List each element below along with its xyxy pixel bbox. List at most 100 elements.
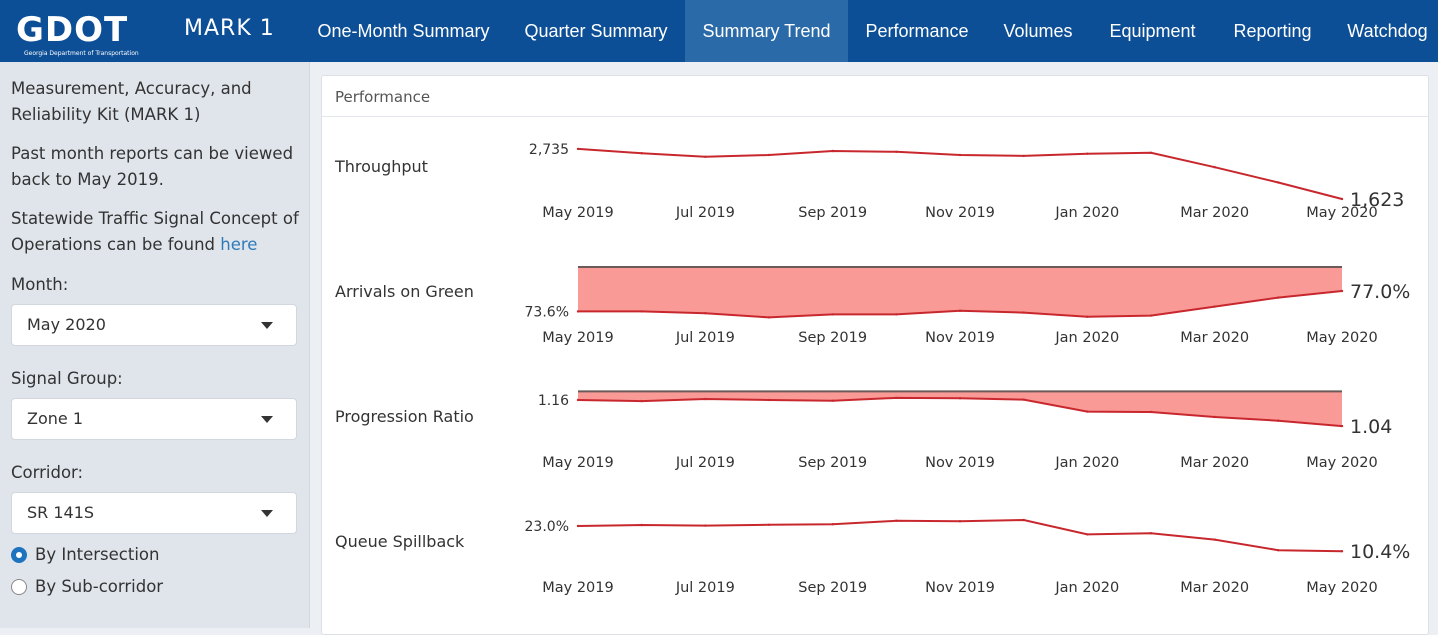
sidebar-past-reports: Past month reports can be viewed back to… (11, 144, 294, 189)
queue-spillback-x-tick: Sep 2019 (798, 580, 867, 596)
queue-spillback-point-7 (958, 520, 962, 523)
gdot-logo[interactable]: GDOT Georgia Department of Transportatio… (16, 10, 146, 58)
queue-spillback-x-tick: Jul 2019 (675, 580, 735, 596)
throughput-point-9 (1086, 152, 1089, 155)
queue-spillback-point-3 (704, 524, 707, 527)
metric-queue-spillback-label: Queue Spillback (335, 532, 465, 551)
progression-ratio-point-8 (1022, 398, 1025, 401)
radio-label: By Sub-corridor (35, 577, 164, 596)
month-select[interactable]: May 2020 (11, 304, 297, 346)
progression-ratio-point-3 (704, 397, 707, 401)
progression-ratio-last-value: 1.04 (1350, 416, 1392, 438)
throughput-point-13 (1340, 197, 1344, 201)
sidebar-intro: Measurement, Accuracy, and Reliability K… (11, 79, 252, 124)
corridor-select[interactable]: SR 141S (11, 492, 297, 534)
app-brand[interactable]: MARK 1 (184, 16, 275, 41)
queue-spillback-point-13 (1340, 550, 1344, 553)
nav-equipment[interactable]: Equipment (1109, 21, 1196, 41)
metric-throughput-label: Throughput (335, 157, 428, 176)
arrivals-on-green-x-tick: Mar 2020 (1180, 330, 1249, 346)
nav-one-month-summary[interactable]: One-Month Summary (317, 21, 490, 41)
month-select-value: May 2020 (27, 315, 106, 334)
progression-ratio-point-11 (1213, 415, 1216, 419)
month-label: Month: (11, 275, 69, 294)
sidebar-concept-note: Statewide Traffic Signal Concept of Oper… (11, 206, 301, 258)
throughput-point-3 (704, 155, 707, 158)
radio-button[interactable] (11, 579, 27, 595)
queue-spillback-x-tick: Mar 2020 (1180, 580, 1249, 596)
queue-spillback-point-8 (1022, 518, 1025, 522)
arrivals-on-green-x-tick: Nov 2019 (925, 330, 995, 346)
arrivals-on-green-point-13 (1340, 289, 1344, 293)
panel-header: Performance (322, 76, 1428, 117)
throughput-first-value: 2,735 (529, 142, 569, 158)
progression-ratio-x-tick: May 2020 (1306, 455, 1378, 471)
throughput-point-11 (1213, 166, 1216, 169)
chevron-down-icon (261, 322, 273, 329)
nav-watchdog[interactable]: Watchdog (1347, 21, 1428, 41)
queue-spillback-point-10 (1149, 532, 1153, 535)
throughput-x-tick: May 2020 (1306, 205, 1378, 221)
queue-spillback-x-tick: May 2019 (542, 580, 614, 596)
concept-of-operations-link[interactable]: here (220, 235, 258, 254)
throughput-point-10 (1149, 151, 1153, 154)
logo-subtitle: Georgia Department of Transportation (24, 50, 139, 57)
arrivals-on-green-point-1 (576, 310, 580, 313)
throughput-point-8 (1022, 154, 1025, 158)
throughput-x-tick: Jul 2019 (675, 205, 735, 221)
arrivals-on-green-x-tick: Sep 2019 (798, 330, 867, 346)
arrivals-on-green-point-4 (767, 316, 771, 319)
progression-ratio-point-13 (1340, 424, 1344, 428)
concept-text: Statewide Traffic Signal Concept of Oper… (11, 209, 299, 254)
radio-label: By Intersection (35, 545, 160, 564)
performance-panel: Performance Throughput Arrivals on Green… (321, 75, 1429, 635)
logo-text: GDOT (16, 10, 129, 50)
throughput-point-4 (767, 153, 771, 157)
throughput-x-tick: Jan 2020 (1054, 205, 1119, 221)
arrivals-on-green-gap-area (578, 267, 1342, 318)
progression-ratio-gap-area (578, 391, 1342, 427)
queue-spillback-x-tick: May 2020 (1306, 580, 1378, 596)
arrivals-on-green-point-8 (1022, 311, 1025, 314)
nav-volumes[interactable]: Volumes (1003, 21, 1073, 41)
signal-group-label: Signal Group: (11, 369, 123, 388)
progression-ratio-point-2 (640, 399, 643, 403)
nav-reporting[interactable]: Reporting (1233, 21, 1312, 41)
progression-ratio-point-6 (895, 396, 898, 400)
arrivals-on-green-point-9 (1086, 315, 1089, 318)
signal-group-select-value: Zone 1 (27, 409, 83, 428)
progression-ratio-x-tick: Jan 2020 (1054, 455, 1119, 471)
nav-summary-trend[interactable]: Summary Trend (685, 0, 848, 62)
arrivals-on-green-x-tick: May 2020 (1306, 330, 1378, 346)
progression-ratio-point-5 (831, 399, 834, 402)
metric-arrivals-on-green-label: Arrivals on Green (335, 282, 474, 301)
metric-progression-ratio-label: Progression Ratio (335, 407, 474, 426)
queue-spillback-point-5 (831, 523, 834, 526)
progression-ratio-point-12 (1277, 419, 1280, 422)
throughput-point-12 (1277, 181, 1280, 184)
throughput-point-5 (831, 149, 834, 153)
queue-spillback-point-2 (640, 523, 643, 527)
progression-ratio-first-value: 1.16 (538, 393, 569, 409)
queue-spillback-last-value: 10.4% (1350, 541, 1410, 563)
throughput-x-tick: Mar 2020 (1180, 205, 1249, 221)
corridor-label: Corridor: (11, 463, 84, 482)
throughput-point-7 (958, 153, 962, 157)
progression-ratio-point-10 (1149, 410, 1153, 414)
arrivals-on-green-point-6 (895, 313, 898, 316)
arrivals-on-green-last-value: 77.0% (1350, 281, 1410, 303)
throughput-x-tick: Sep 2019 (798, 205, 867, 221)
throughput-x-tick: May 2019 (542, 205, 614, 221)
queue-spillback-x-tick: Nov 2019 (925, 580, 995, 596)
nav-performance[interactable]: Performance (865, 21, 969, 41)
sidebar: Measurement, Accuracy, and Reliability K… (0, 62, 310, 628)
arrivals-on-green-point-11 (1213, 305, 1216, 308)
chevron-down-icon (261, 416, 273, 423)
nav-quarter-summary[interactable]: Quarter Summary (524, 21, 668, 41)
radio-button-checked[interactable] (11, 547, 27, 563)
progression-ratio-point-4 (767, 398, 771, 402)
trend-charts: 2,735 1,623 May 2019 Jul 2019 Sep 2019 Nov 20… (525, 142, 1411, 596)
signal-group-select[interactable]: Zone 1 (11, 398, 297, 440)
progression-ratio-point-9 (1086, 410, 1089, 413)
progression-ratio-x-tick: Jul 2019 (675, 455, 735, 471)
